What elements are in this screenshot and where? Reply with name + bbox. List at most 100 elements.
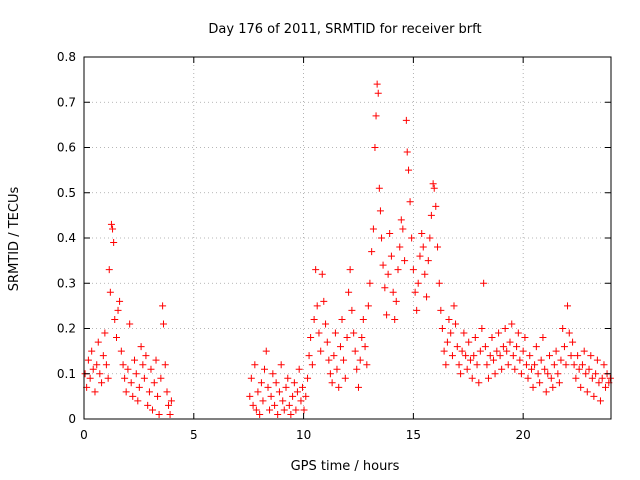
data-point-plus [524, 374, 532, 382]
data-point-plus [93, 361, 101, 369]
data-point-plus [252, 406, 260, 414]
data-point-plus [259, 397, 267, 405]
data-point-plus [522, 361, 530, 369]
data-point-plus [345, 288, 353, 296]
data-point-plus [336, 343, 344, 351]
data-point-plus [154, 392, 162, 400]
data-point-plus [596, 397, 604, 405]
data-point-plus [495, 329, 503, 337]
data-point-plus [267, 392, 275, 400]
data-point-plus [539, 334, 547, 342]
data-point-plus [450, 302, 458, 310]
data-point-plus [277, 361, 285, 369]
data-point-plus [409, 266, 417, 274]
data-point-plus [135, 383, 143, 391]
data-point-plus [593, 356, 601, 364]
data-point-plus [372, 112, 380, 120]
data-point-plus [391, 315, 399, 323]
data-point-plus [475, 379, 483, 387]
data-point-plus [165, 401, 173, 409]
data-point-plus [121, 374, 129, 382]
data-point-plus [557, 356, 565, 364]
data-point-plus [478, 325, 486, 332]
data-point-plus [536, 379, 544, 387]
data-point-plus [129, 392, 137, 400]
data-point-plus [564, 302, 572, 310]
data-point-plus [403, 148, 411, 156]
data-point-plus [465, 338, 473, 346]
data-point-plus [373, 80, 381, 88]
data-point-plus [574, 352, 582, 360]
data-point-plus [411, 288, 419, 296]
data-point-plus [542, 388, 550, 396]
data-point-plus [359, 315, 367, 323]
data-point-plus [587, 352, 595, 360]
data-point-plus [256, 410, 264, 418]
data-point-plus [119, 361, 127, 369]
data-point-plus [246, 392, 254, 400]
data-point-plus [282, 383, 290, 391]
data-point-plus [300, 406, 308, 414]
data-point-plus [126, 320, 134, 328]
data-point-plus [315, 329, 323, 337]
data-point-plus [144, 401, 152, 409]
data-point-plus [341, 374, 349, 382]
data-point-plus [468, 374, 476, 382]
data-point-plus [326, 370, 334, 378]
data-point-plus [264, 383, 272, 391]
data-point-plus [383, 311, 391, 319]
data-point-plus [554, 370, 562, 378]
data-point-plus [438, 325, 446, 332]
data-point-plus [137, 343, 145, 351]
data-point-plus [408, 234, 416, 242]
data-point-plus [491, 370, 499, 378]
data-point-plus [562, 361, 570, 369]
data-point-plus [418, 229, 426, 237]
data-point-plus [343, 334, 351, 342]
data-point-plus [346, 266, 354, 274]
data-point-plus [353, 365, 361, 373]
data-point-plus [132, 370, 140, 378]
data-point-plus [529, 383, 537, 391]
data-point-plus [249, 401, 257, 409]
data-point-plus [304, 374, 312, 382]
data-point-plus [109, 225, 117, 233]
data-point-plus [466, 356, 474, 364]
data-point-plus [471, 334, 479, 342]
data-point-plus [537, 356, 545, 364]
y-tick-label: 0.1 [57, 367, 76, 381]
data-point-plus [541, 365, 549, 373]
data-point-plus [91, 388, 99, 396]
data-point-plus [514, 329, 522, 337]
data-point-plus [598, 374, 606, 382]
chart-title: Day 176 of 2011, SRMTID for receiver brf… [208, 22, 481, 37]
data-point-plus [247, 374, 255, 382]
data-point-plus [570, 361, 578, 369]
data-point-plus [159, 302, 167, 310]
data-point-plus [254, 388, 262, 396]
data-point-plus [528, 365, 536, 373]
data-point-plus [371, 144, 379, 151]
data-point-plus [116, 297, 124, 305]
data-point-plus [375, 184, 383, 192]
x-tick-label: 10 [296, 428, 311, 442]
data-point-plus [99, 352, 107, 360]
data-point-plus [484, 374, 492, 382]
data-point-plus [274, 410, 282, 418]
data-point-plus [437, 306, 445, 314]
data-point-plus [275, 388, 283, 396]
data-point-plus [499, 343, 507, 351]
data-point-plus [86, 374, 94, 382]
data-point-plus [361, 343, 369, 351]
data-point-plus [94, 338, 102, 346]
data-point-plus [575, 365, 583, 373]
data-point-plus [569, 338, 577, 346]
data-point-plus [508, 320, 516, 328]
data-point-plus [458, 347, 466, 355]
data-points [81, 80, 614, 418]
data-point-plus [159, 320, 167, 328]
data-point-plus [429, 180, 437, 188]
data-point-plus [331, 329, 339, 337]
data-point-plus [111, 315, 119, 323]
data-point-plus [320, 297, 328, 305]
